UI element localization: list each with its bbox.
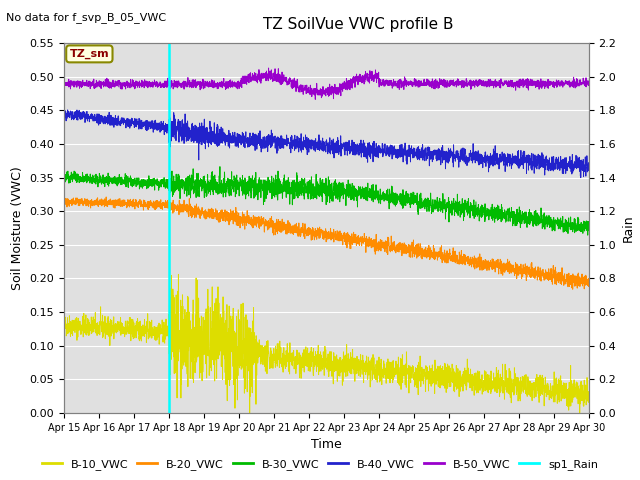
Text: TZ SoilVue VWC profile B: TZ SoilVue VWC profile B [263, 17, 454, 32]
Y-axis label: Soil Moisture (VWC): Soil Moisture (VWC) [11, 166, 24, 290]
X-axis label: Time: Time [311, 438, 342, 451]
Legend: B-10_VWC, B-20_VWC, B-30_VWC, B-40_VWC, B-50_VWC, sp1_Rain: B-10_VWC, B-20_VWC, B-30_VWC, B-40_VWC, … [38, 455, 602, 474]
Text: TZ_sm: TZ_sm [70, 49, 109, 59]
Y-axis label: Rain: Rain [622, 214, 635, 242]
Text: No data for f_svp_B_05_VWC: No data for f_svp_B_05_VWC [6, 12, 166, 23]
